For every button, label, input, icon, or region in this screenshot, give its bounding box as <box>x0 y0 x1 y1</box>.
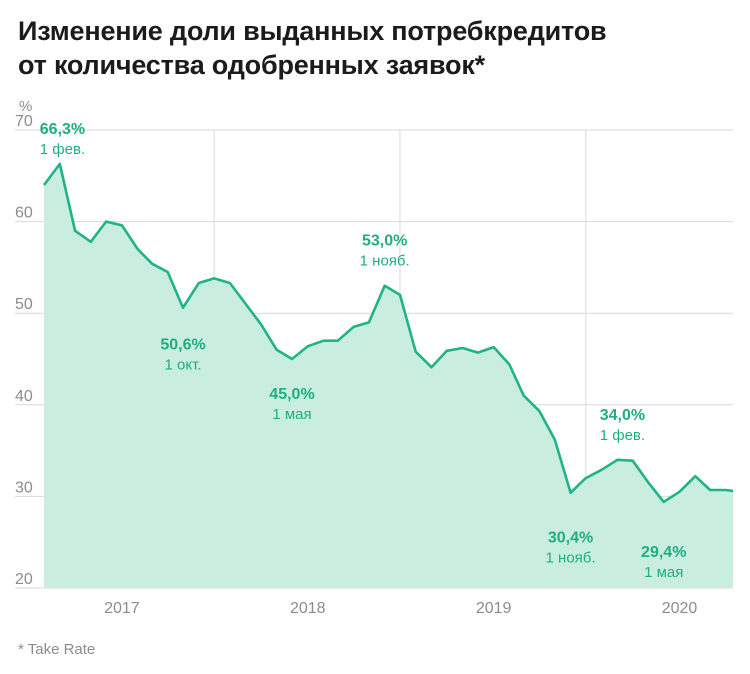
y-tick-label-50: 50 <box>15 296 33 313</box>
area-fill <box>44 163 733 588</box>
footnote: * Take Rate <box>18 641 96 658</box>
y-axis-ticks: 20 30 40 50 60 70 <box>15 113 33 588</box>
annotation-2: 50,6% 1 окт. <box>160 337 205 374</box>
x-tick-label-2019: 2019 <box>476 600 512 617</box>
x-tick-label-2018: 2018 <box>290 600 326 617</box>
x-axis-ticks: 2017 2018 2019 2020 <box>104 600 697 617</box>
annotation-date-label: 1 фев. <box>600 427 645 444</box>
annotation-value-label: 45,0% <box>269 386 314 403</box>
x-tick-label-2020: 2020 <box>662 600 698 617</box>
annotation-date-label: 1 нояб. <box>546 550 596 567</box>
annotation-date-label: 1 нояб. <box>360 253 410 270</box>
annotation-date-label: 1 мая <box>644 564 683 581</box>
annotation-date-label: 1 окт. <box>165 357 202 374</box>
annotations: 66,3% 1 фев. 50,6% 1 окт. 45,0% 1 мая 53,0% 1 н… <box>40 121 687 581</box>
y-tick-label-60: 60 <box>15 205 33 222</box>
annotation-3: 45,0% 1 мая <box>269 386 314 423</box>
annotation-5: 30,4% 1 нояб. <box>546 530 596 567</box>
annotation-7: 29,4% 1 мая <box>641 544 686 581</box>
annotation-value-label: 30,4% <box>548 530 593 547</box>
annotation-1: 66,3% 1 фев. <box>40 121 85 158</box>
series-line <box>42 162 734 504</box>
annotation-value-label: 50,6% <box>160 337 205 354</box>
annotation-value-label: 34,0% <box>600 407 645 424</box>
annotation-value-label: 29,4% <box>641 544 686 561</box>
annotation-date-label: 1 фев. <box>40 141 85 158</box>
annotation-date-label: 1 мая <box>272 406 311 423</box>
chart-title: Изменение доли выданных потребкредитов о… <box>18 14 738 82</box>
chart-title-line-2: от количества одобренных заявок* <box>18 50 485 80</box>
chart-title-line-1: Изменение доли выданных потребкредитов <box>18 16 607 46</box>
annotation-4: 53,0% 1 нояб. <box>360 233 410 270</box>
y-tick-label-70: 70 <box>15 113 33 130</box>
annotation-value-label: 66,3% <box>40 121 85 138</box>
x-tick-label-2017: 2017 <box>104 600 140 617</box>
y-tick-label-30: 30 <box>15 479 33 496</box>
annotation-6: 34,0% 1 фев. <box>600 407 645 444</box>
y-tick-label-20: 20 <box>15 571 33 588</box>
y-tick-label-40: 40 <box>15 388 33 405</box>
y-axis-unit-label: % <box>19 98 33 115</box>
annotation-value-label: 53,0% <box>362 233 407 250</box>
